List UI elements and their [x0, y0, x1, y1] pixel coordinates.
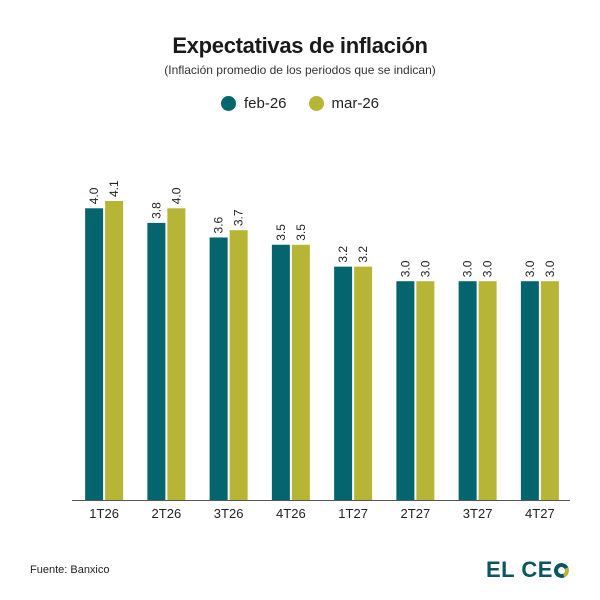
source-note: Fuente: Banxico — [30, 564, 110, 576]
data-label-feb-26-2T26: 3.8 — [149, 202, 163, 219]
bar-mar-26-1T26 — [105, 201, 124, 500]
x-tick-label-3T27: 3T27 — [463, 506, 493, 521]
bar-mar-26-3T27 — [478, 281, 497, 500]
legend-item-mar-26: mar-26 — [308, 95, 380, 112]
data-label-feb-26-4T27: 3.0 — [523, 260, 537, 277]
bar-mar-26-2T26 — [167, 208, 186, 501]
data-label-mar-26-4T26: 3.5 — [294, 224, 308, 241]
x-tick-label-2T26: 2T26 — [152, 506, 182, 521]
bar-feb-26-2T26 — [147, 222, 166, 500]
x-tick-label-4T26: 4T26 — [276, 506, 306, 521]
x-tick-label-1T26: 1T26 — [89, 506, 119, 521]
bar-feb-26-1T26 — [85, 208, 104, 501]
bar-mar-26-3T26 — [229, 230, 248, 501]
bar-feb-26-2T27 — [396, 281, 415, 500]
data-label-feb-26-1T27: 3.2 — [336, 246, 350, 263]
x-tick-label-2T27: 2T27 — [401, 506, 431, 521]
bar-mar-26-2T27 — [416, 281, 435, 500]
bar-feb-26-4T27 — [520, 281, 539, 500]
data-label-feb-26-2T27: 3.0 — [398, 260, 412, 277]
legend-label-feb-26: feb-26 — [243, 95, 287, 112]
data-label-feb-26-1T26: 4.0 — [87, 187, 101, 204]
data-label-mar-26-3T27: 3.0 — [481, 260, 495, 277]
x-tick-label-1T27: 1T27 — [338, 506, 368, 521]
bar-feb-26-1T27 — [334, 266, 353, 500]
bar-feb-26-4T26 — [271, 244, 290, 500]
legend-label-mar-26: mar-26 — [331, 95, 380, 112]
chart-subtitle: (Inflación promedio de los periodos que … — [164, 63, 436, 77]
bar-mar-26-4T27 — [540, 281, 559, 500]
logo-o-icon — [551, 560, 572, 580]
legend-item-feb-26: feb-26 — [220, 95, 287, 112]
el-ceo-logo: EL CE — [486, 557, 572, 583]
chart-legend: feb-26 mar-26 — [0, 95, 600, 112]
x-tick-label-4T27: 4T27 — [525, 506, 555, 521]
chart-title: Expectativas de inflación — [172, 33, 428, 58]
data-label-feb-26-3T26: 3.6 — [212, 216, 226, 233]
data-label-mar-26-4T27: 3.0 — [543, 260, 557, 277]
bar-mar-26-1T27 — [354, 266, 373, 500]
x-tick-label-3T26: 3T26 — [214, 506, 244, 521]
data-label-mar-26-3T26: 3.7 — [232, 209, 246, 226]
data-label-mar-26-2T27: 3.0 — [418, 260, 432, 277]
data-label-mar-26-2T26: 4.0 — [169, 187, 183, 204]
data-label-feb-26-4T26: 3.5 — [274, 224, 288, 241]
bar-mar-26-4T26 — [291, 244, 310, 500]
data-label-feb-26-3T27: 3.0 — [461, 260, 475, 277]
bar-feb-26-3T27 — [458, 281, 477, 500]
legend-swatch-mar-26 — [308, 96, 324, 111]
logo-text: EL CE — [486, 557, 553, 582]
bar-feb-26-3T26 — [209, 237, 228, 500]
data-label-mar-26-1T26: 4.1 — [107, 180, 121, 197]
legend-swatch-feb-26 — [220, 96, 236, 111]
data-label-mar-26-1T27: 3.2 — [356, 246, 370, 263]
